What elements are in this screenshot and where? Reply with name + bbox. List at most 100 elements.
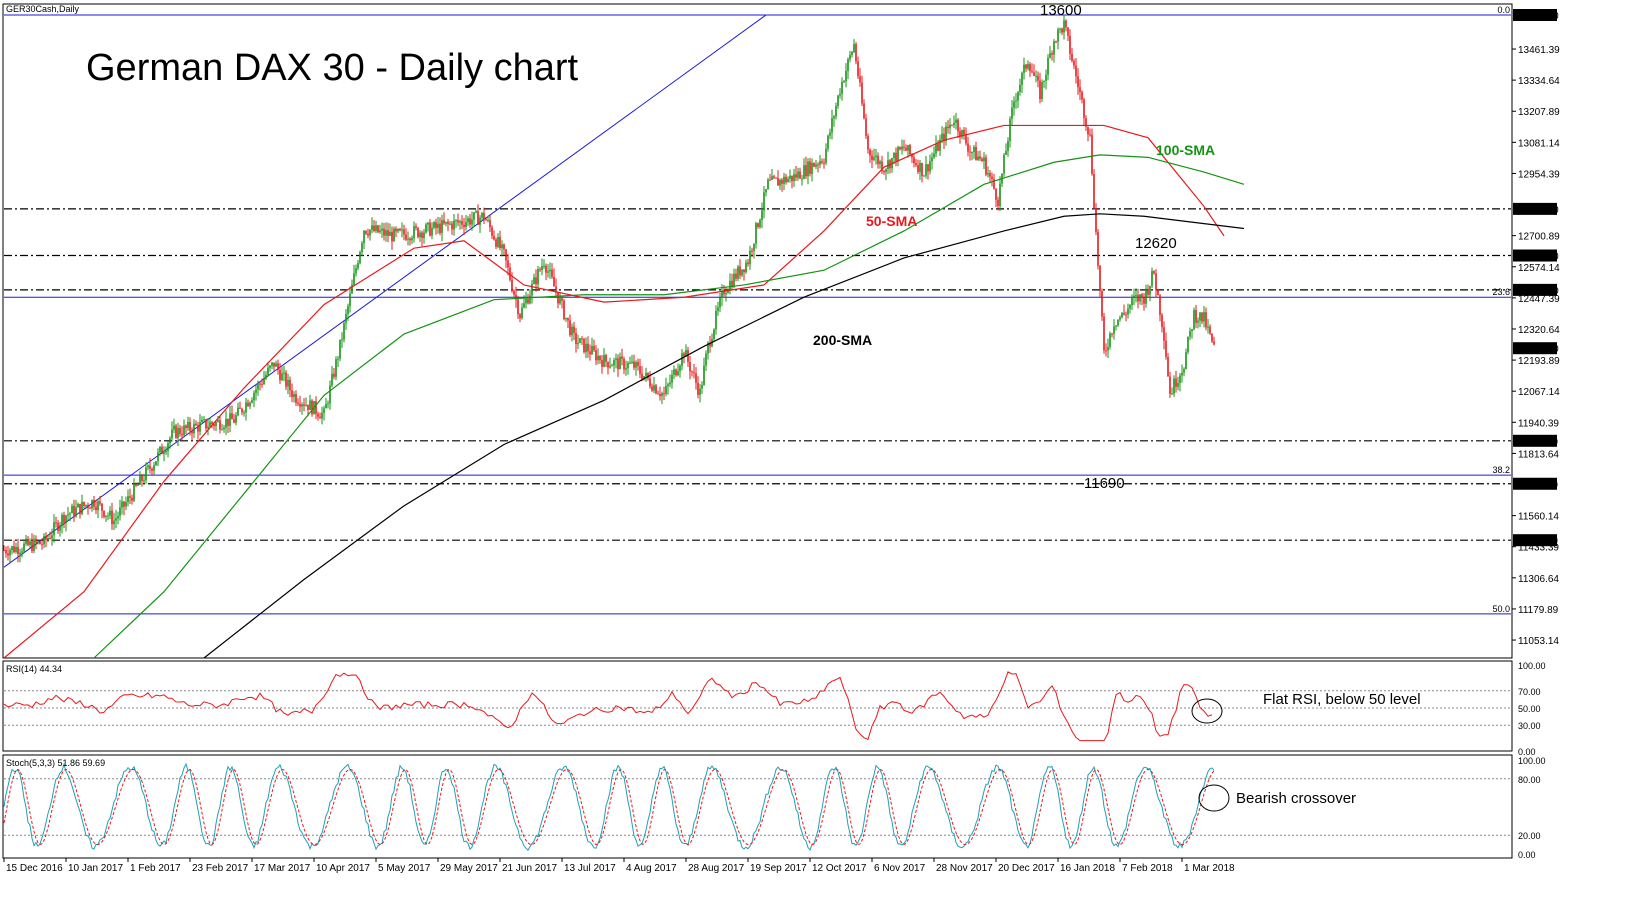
candle-body (907, 145, 909, 151)
candle-body (1175, 378, 1177, 387)
candle-body (267, 367, 269, 375)
candle-body (727, 290, 729, 294)
candle-body (549, 269, 551, 272)
candle-body (617, 358, 619, 370)
date-tick-label: 10 Apr 2017 (316, 863, 370, 874)
candle-body (911, 154, 913, 158)
sma-line (93, 154, 1245, 659)
candle-body (81, 501, 83, 514)
candle-body (375, 225, 377, 231)
candle-body (421, 232, 423, 239)
candle-body (505, 249, 507, 261)
candle-body (795, 174, 797, 178)
candle-body (49, 537, 51, 539)
candle-body (241, 408, 243, 413)
candle-body (221, 429, 223, 431)
candle-body (61, 514, 63, 526)
candle-body (837, 95, 839, 106)
candle-body (1003, 154, 1005, 174)
candle-body (307, 404, 309, 410)
candle-body (223, 427, 225, 430)
candle-body (295, 394, 297, 403)
candle-body (753, 243, 755, 251)
candle-body (257, 383, 259, 390)
candle-body (1203, 312, 1205, 322)
annotation-11690: 11690 (1084, 475, 1125, 492)
candle-body (1189, 331, 1191, 337)
candle-body (101, 503, 103, 511)
candle-body (475, 211, 477, 213)
candle-body (865, 118, 867, 136)
candle-body (731, 280, 733, 288)
candle-body (1211, 333, 1213, 342)
candle-body (563, 300, 565, 320)
candle-body (983, 157, 985, 162)
candle-body (543, 265, 545, 267)
candle-body (95, 506, 97, 511)
candle-body (121, 501, 123, 508)
date-tick-label: 13 Jul 2017 (564, 863, 616, 874)
candle-body (857, 61, 859, 77)
candle-body (9, 550, 11, 556)
candle-body (551, 269, 553, 277)
candle-body (193, 423, 195, 434)
candle-body (1071, 53, 1073, 61)
candle-body (31, 541, 33, 552)
candle-body (151, 468, 153, 471)
candle-body (1183, 368, 1185, 373)
candle-body (47, 537, 49, 541)
candle-body (305, 404, 307, 406)
candle-body (389, 231, 391, 236)
candle-body (1075, 65, 1077, 77)
candle-body (945, 126, 947, 142)
sma-line (203, 213, 1245, 659)
candle-body (263, 378, 265, 385)
candle-body (909, 145, 911, 155)
candle-body (1145, 288, 1147, 304)
candle-body (525, 299, 527, 304)
candle-body (467, 218, 469, 223)
candle-body (641, 373, 643, 380)
candle-body (149, 465, 151, 469)
candle-body (821, 161, 823, 163)
candle-body (407, 238, 409, 240)
candle-body (237, 407, 239, 416)
candle-body (273, 362, 275, 367)
price-tick-label: 12954.39 (1518, 169, 1560, 180)
candle-body (1127, 308, 1129, 315)
candle-body (489, 220, 491, 228)
candle-body (647, 372, 649, 379)
candle-body (155, 461, 157, 466)
candle-body (1163, 327, 1165, 341)
candle-body (387, 230, 389, 236)
candle-body (1059, 28, 1061, 30)
candle-body (629, 362, 631, 364)
candle-body (1085, 117, 1087, 127)
candle-body (203, 419, 205, 421)
candle-body (1089, 134, 1091, 136)
candle-body (963, 129, 965, 135)
candle-body (7, 553, 9, 556)
candle-body (1091, 134, 1093, 174)
candle-body (1093, 173, 1095, 209)
candle-body (39, 541, 41, 545)
candle-body (959, 131, 961, 137)
price-tag (1513, 9, 1557, 21)
sma-line (3, 124, 1225, 659)
candle-body (1105, 350, 1107, 352)
candle-body (783, 176, 785, 184)
candle-body (1125, 314, 1127, 316)
candle-body (531, 283, 533, 296)
candle-body (815, 164, 817, 167)
candle-body (931, 157, 933, 162)
date-tick-label: 1 Mar 2018 (1184, 863, 1235, 874)
candle-body (555, 286, 557, 293)
candle-body (919, 162, 921, 172)
candle-body (325, 404, 327, 409)
candle-body (955, 119, 957, 123)
candle-body (41, 544, 43, 546)
candle-body (161, 446, 163, 454)
candle-body (609, 365, 611, 368)
candle-body (775, 177, 777, 179)
candle-body (1141, 294, 1143, 298)
